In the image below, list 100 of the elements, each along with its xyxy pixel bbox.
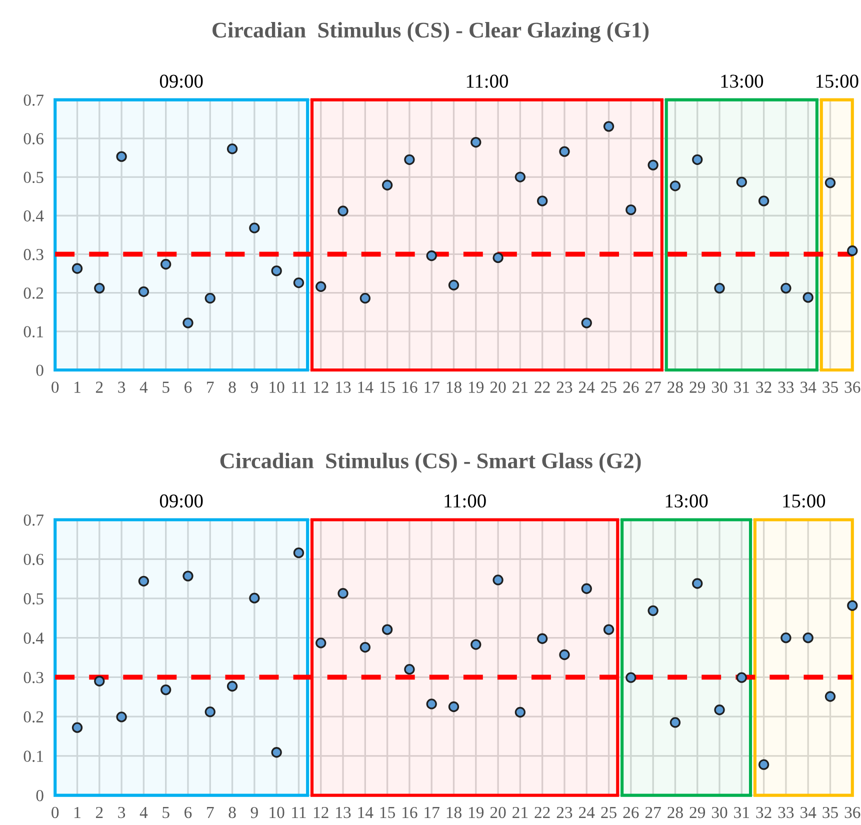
point: [736, 176, 747, 188]
x-tick-label: 17: [424, 806, 440, 818]
point: [470, 639, 482, 650]
y-tick-label: 0.5: [24, 172, 44, 184]
point: [780, 282, 792, 294]
point: [226, 144, 238, 154]
point: [160, 684, 172, 696]
x-tick-label: 13: [336, 382, 351, 393]
point: [271, 747, 282, 758]
point: [514, 706, 526, 718]
x-tick-label: 21: [512, 806, 528, 818]
point: [559, 649, 570, 660]
y-tick-label: 0.3: [24, 248, 44, 260]
x-tick-label: 19: [469, 382, 484, 393]
point: [338, 588, 348, 599]
band-label: 15:00: [816, 74, 858, 88]
chart-title: Circadian Stimulus (CS) - Clear Glazing (G1): [212, 22, 649, 42]
x-tick-label: 15: [380, 806, 395, 818]
x-tick-label: 33: [778, 806, 794, 818]
point: [360, 292, 370, 304]
point: [94, 282, 105, 294]
point: [160, 258, 172, 270]
x-tick-label: 34: [800, 382, 816, 393]
y-tick-label: 0.4: [24, 632, 44, 644]
point: [116, 151, 127, 162]
x-tick-label: 14: [358, 382, 374, 393]
y-tick-label: 0.2: [24, 711, 44, 723]
point: [182, 318, 194, 328]
x-tick-label: 11: [292, 806, 306, 818]
point: [537, 196, 548, 206]
point: [360, 642, 370, 653]
point: [537, 633, 548, 644]
point: [426, 698, 437, 710]
point: [514, 172, 526, 182]
x-tick-label: 36: [844, 806, 860, 818]
x-tick-label: 3: [118, 382, 126, 393]
y-tick-label: 0.6: [24, 133, 44, 144]
point: [182, 570, 194, 582]
point: [626, 672, 636, 683]
point: [271, 265, 282, 276]
x-tick-label: 3: [118, 806, 126, 818]
point: [448, 280, 460, 290]
x-tick-label: 12: [314, 806, 328, 818]
x-tick-label: 2: [96, 382, 103, 393]
x-tick-label: 2: [96, 806, 103, 818]
x-tick-label: 18: [446, 382, 462, 393]
point: [714, 704, 725, 716]
point: [382, 180, 393, 190]
band-label: 13:00: [666, 494, 708, 508]
x-tick-label: 1: [74, 382, 80, 393]
point: [338, 206, 348, 216]
point: [293, 547, 304, 558]
x-tick-label: 29: [690, 382, 706, 393]
x-tick-label: 22: [534, 806, 550, 818]
x-tick-label: 16: [402, 382, 418, 393]
x-tick-label: 10: [270, 382, 284, 393]
point: [72, 722, 83, 733]
point: [824, 177, 836, 188]
x-tick-label: 7: [207, 382, 214, 393]
x-tick-label: 10: [270, 806, 284, 818]
point: [581, 318, 592, 328]
y-tick-label: 0.7: [24, 514, 44, 526]
x-tick-label: 12: [314, 382, 328, 393]
band-label: 13:00: [721, 74, 764, 88]
point: [581, 583, 592, 594]
x-tick-label: 9: [250, 382, 258, 393]
point: [470, 136, 482, 148]
x-tick-label: 34: [800, 806, 816, 818]
x-tick-label: 1: [74, 806, 80, 818]
point: [316, 281, 326, 292]
point: [138, 576, 150, 586]
x-tick-label: 35: [822, 806, 838, 818]
x-tick-label: 27: [645, 382, 661, 393]
point: [758, 196, 770, 206]
x-tick-label: 23: [556, 382, 572, 393]
point: [72, 263, 83, 274]
point: [802, 292, 814, 303]
y-tick-label: 0.5: [24, 593, 44, 604]
x-tick-label: 0: [52, 806, 59, 818]
point: [492, 252, 504, 264]
point: [758, 759, 770, 770]
x-tick-label: 20: [490, 806, 506, 818]
x-tick-label: 14: [358, 806, 374, 818]
x-tick-label: 26: [623, 382, 639, 393]
point: [559, 146, 570, 157]
band-label: 09:00: [160, 74, 203, 88]
band-label: 11:00: [444, 494, 486, 508]
x-tick-label: 27: [645, 806, 661, 818]
point: [226, 680, 238, 692]
y-tick-label: 0.3: [24, 672, 44, 684]
point: [404, 664, 415, 675]
x-tick-label: 35: [822, 382, 838, 393]
x-tick-label: 29: [690, 806, 706, 818]
y-tick-label: 0: [36, 364, 44, 376]
x-tick-label: 15: [380, 382, 395, 393]
band-label: 09:00: [160, 494, 203, 508]
x-tick-label: 28: [668, 806, 683, 818]
point: [603, 121, 614, 132]
point: [404, 154, 415, 165]
y-tick-label: 0: [36, 790, 44, 802]
